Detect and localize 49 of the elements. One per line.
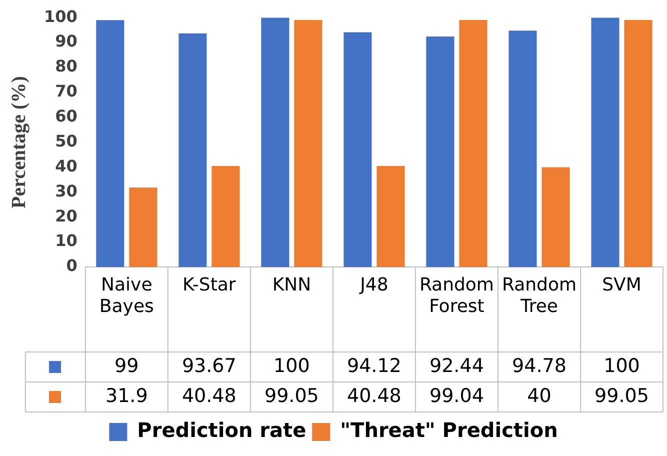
data-label: 100	[274, 354, 310, 377]
bar	[261, 18, 290, 267]
data-label: 94.78	[512, 354, 566, 377]
bar	[542, 167, 570, 267]
bar	[344, 32, 372, 267]
y-tick-label: 100	[44, 6, 78, 26]
bar	[459, 20, 488, 267]
bar	[212, 166, 240, 267]
data-label: 40	[527, 384, 552, 407]
y-tick-label: 10	[55, 231, 78, 250]
data-label: 100	[604, 354, 640, 377]
x-tick-label: K-Star	[182, 274, 236, 296]
y-tick-label: 30	[55, 181, 78, 200]
y-tick-label: 40	[55, 156, 78, 176]
bar	[508, 30, 537, 267]
data-label: 93.67	[182, 354, 236, 377]
x-tick-label: Random Tree	[502, 274, 576, 318]
y-tick-label: 0	[66, 256, 78, 276]
data-label: 99.05	[594, 384, 649, 407]
bar	[376, 166, 405, 267]
y-tick-label: 70	[55, 82, 78, 101]
data-label: 40.48	[182, 384, 236, 407]
y-tick-label: 60	[55, 106, 78, 126]
legend-label: "Threat" Prediction	[340, 418, 558, 442]
data-label: 94.12	[346, 354, 402, 377]
bar	[426, 36, 454, 267]
x-tick-label: Random Forest	[419, 274, 494, 318]
x-tick-label: Naive Bayes	[99, 274, 154, 318]
x-tick-label: SVM	[602, 274, 642, 296]
x-tick-label: KNN	[272, 274, 312, 296]
bar	[591, 18, 620, 267]
y-tick-label: 20	[55, 206, 78, 226]
legend-label: Prediction rate	[137, 418, 306, 442]
data-label: 40.48	[346, 384, 402, 407]
bar	[96, 20, 124, 267]
data-label: 99.04	[430, 384, 484, 407]
y-tick-label: 50	[55, 131, 78, 150]
y-axis-title: Percentage (%)	[8, 76, 30, 208]
x-tick-label: J48	[359, 274, 388, 296]
bar	[129, 187, 158, 267]
data-label: 31.9	[106, 384, 148, 407]
y-tick-label: 90	[55, 32, 78, 51]
y-tick-label: 80	[55, 56, 78, 76]
data-label: 92.44	[430, 354, 484, 377]
data-label: 99	[114, 354, 139, 377]
bar	[178, 33, 207, 267]
data-label: 99.05	[264, 384, 319, 407]
bar	[294, 20, 322, 267]
bar	[624, 20, 652, 267]
